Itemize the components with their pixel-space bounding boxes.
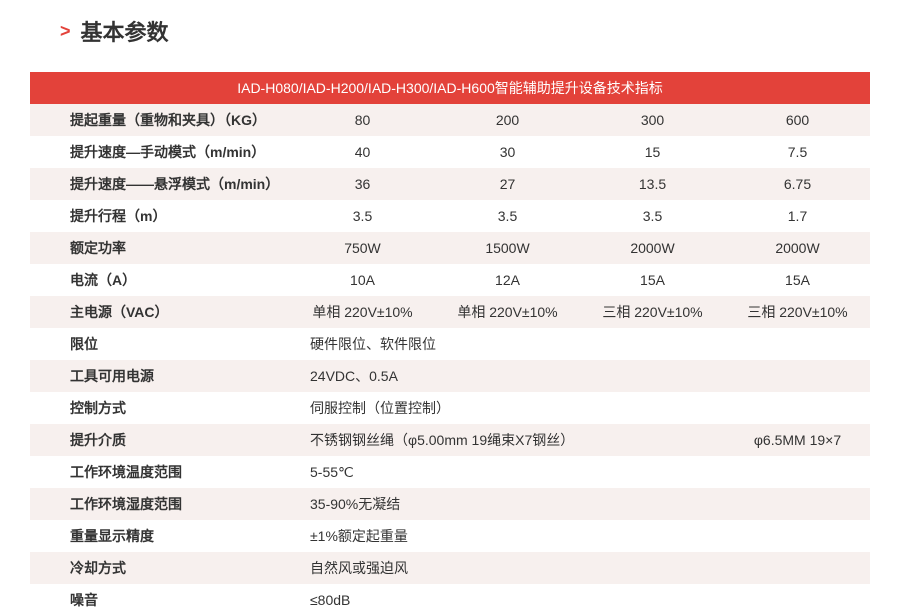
row-value: 7.5 (725, 136, 870, 168)
row-value: 硬件限位、软件限位 (290, 328, 870, 360)
row-label: 提升速度——悬浮模式（m/min） (30, 168, 290, 200)
row-label: 噪音 (30, 584, 290, 616)
row-value: 12A (435, 264, 580, 296)
table-header-row: IAD-H080/IAD-H200/IAD-H300/IAD-H600智能辅助提… (30, 72, 870, 104)
row-value: 27 (435, 168, 580, 200)
row-value: 三相 220V±10% (725, 296, 870, 328)
row-value: 2000W (725, 232, 870, 264)
row-label: 提升行程（m） (30, 200, 290, 232)
table-row: 工作环境温度范围5-55℃ (30, 456, 870, 488)
row-value: 30 (435, 136, 580, 168)
row-value: 36 (290, 168, 435, 200)
row-value: 80 (290, 104, 435, 136)
row-value: 600 (725, 104, 870, 136)
row-value: ≤80dB (290, 584, 870, 616)
row-label: 主电源（VAC） (30, 296, 290, 328)
row-value: 单相 220V±10% (435, 296, 580, 328)
row-label: 提起重量（重物和夹具）（KG） (30, 104, 290, 136)
row-value: 40 (290, 136, 435, 168)
row-value: 10A (290, 264, 435, 296)
table-row: 电流（A）10A12A15A15A (30, 264, 870, 296)
row-value: 2000W (580, 232, 725, 264)
table-row: 控制方式伺服控制（位置控制） (30, 392, 870, 424)
chevron-right-icon: > (60, 21, 71, 42)
row-value: 自然风或强迫风 (290, 552, 870, 584)
table-row: 提升速度——悬浮模式（m/min）362713.56.75 (30, 168, 870, 200)
row-value: φ6.5MM 19×7 (725, 424, 870, 456)
row-value: 3.5 (435, 200, 580, 232)
row-label: 额定功率 (30, 232, 290, 264)
row-label: 提升速度—手动模式（m/min） (30, 136, 290, 168)
section-title-text: 基本参数 (81, 15, 169, 47)
row-value: 300 (580, 104, 725, 136)
table-row: 噪音≤80dB (30, 584, 870, 616)
row-value: 1500W (435, 232, 580, 264)
row-value: 15A (725, 264, 870, 296)
row-value: 200 (435, 104, 580, 136)
row-label: 控制方式 (30, 392, 290, 424)
row-label: 提升介质 (30, 424, 290, 456)
row-value: 15A (580, 264, 725, 296)
table-row: 额定功率750W1500W2000W2000W (30, 232, 870, 264)
row-label: 工作环境温度范围 (30, 456, 290, 488)
row-value: 1.7 (725, 200, 870, 232)
row-value: 750W (290, 232, 435, 264)
row-label: 工具可用电源 (30, 360, 290, 392)
spec-table: IAD-H080/IAD-H200/IAD-H300/IAD-H600智能辅助提… (30, 72, 870, 616)
row-value: 三相 220V±10% (580, 296, 725, 328)
table-row: 提升行程（m）3.53.53.51.7 (30, 200, 870, 232)
row-value: 6.75 (725, 168, 870, 200)
row-value: 伺服控制（位置控制） (290, 392, 870, 424)
table-row: 提起重量（重物和夹具）（KG）80200300600 (30, 104, 870, 136)
row-label: 冷却方式 (30, 552, 290, 584)
row-value: 3.5 (290, 200, 435, 232)
row-value: 24VDC、0.5A (290, 360, 870, 392)
row-value: 单相 220V±10% (290, 296, 435, 328)
row-value: 3.5 (580, 200, 725, 232)
table-header-cell: IAD-H080/IAD-H200/IAD-H300/IAD-H600智能辅助提… (30, 72, 870, 104)
row-label: 限位 (30, 328, 290, 360)
row-label: 电流（A） (30, 264, 290, 296)
table-row: 主电源（VAC）单相 220V±10%单相 220V±10%三相 220V±10… (30, 296, 870, 328)
table-row: 提升介质不锈钢钢丝绳（φ5.00mm 19绳束X7钢丝）φ6.5MM 19×7 (30, 424, 870, 456)
row-label: 重量显示精度 (30, 520, 290, 552)
table-row: 限位硬件限位、软件限位 (30, 328, 870, 360)
row-value: 不锈钢钢丝绳（φ5.00mm 19绳束X7钢丝） (290, 424, 725, 456)
row-value: 15 (580, 136, 725, 168)
table-row: 冷却方式自然风或强迫风 (30, 552, 870, 584)
row-value: 5-55℃ (290, 456, 870, 488)
row-label: 工作环境湿度范围 (30, 488, 290, 520)
table-row: 工作环境湿度范围35-90%无凝结 (30, 488, 870, 520)
row-value: ±1%额定起重量 (290, 520, 870, 552)
table-row: 提升速度—手动模式（m/min）4030157.5 (30, 136, 870, 168)
row-value: 35-90%无凝结 (290, 488, 870, 520)
section-title: > 基本参数 (30, 15, 870, 47)
table-row: 工具可用电源24VDC、0.5A (30, 360, 870, 392)
table-row: 重量显示精度±1%额定起重量 (30, 520, 870, 552)
row-value: 13.5 (580, 168, 725, 200)
